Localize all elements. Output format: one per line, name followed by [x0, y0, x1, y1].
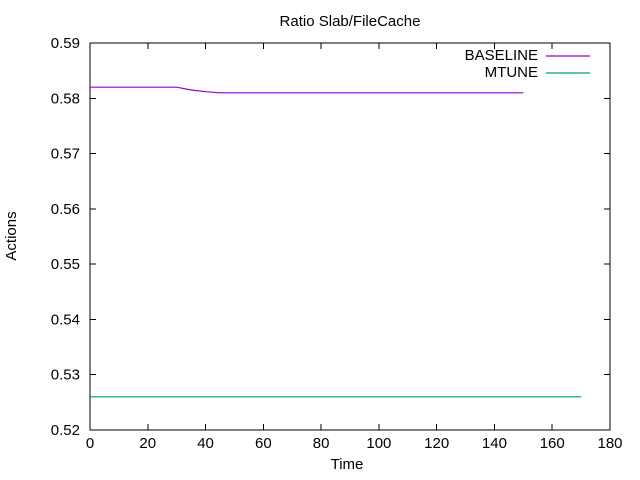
series-line-baseline: [90, 86, 524, 94]
x-tick-label: 140: [482, 435, 507, 452]
y-tick-label: 0.53: [51, 367, 80, 384]
x-tick-label: 0: [86, 435, 94, 452]
plot-area: 0 20 40 60 80 100 120 140 160 180 0.52 0.53 0.54 0.55…: [51, 35, 623, 452]
x-tick-label: 160: [540, 435, 565, 452]
x-tick-label: 40: [197, 435, 214, 452]
y-tick-label: 0.59: [51, 35, 80, 52]
x-tick-label: 80: [313, 435, 330, 452]
x-tick-label: 180: [597, 435, 622, 452]
x-axis-label: Time: [331, 456, 364, 473]
x-tick-label: 60: [255, 435, 272, 452]
y-tick-label: 0.54: [51, 311, 80, 328]
x-tick-label: 100: [366, 435, 391, 452]
x-tick-label: 120: [424, 435, 449, 452]
y-tick-label: 0.55: [51, 256, 80, 273]
legend-entry-baseline: BASELINE: [465, 47, 590, 64]
y-tick-label: 0.52: [51, 422, 80, 439]
chart-title: Ratio Slab/FileCache: [280, 13, 421, 30]
legend-label-baseline: BASELINE: [465, 47, 538, 64]
plot-border: [89, 42, 611, 431]
y-tick-label: 0.56: [51, 201, 80, 218]
y-tick-label: 0.57: [51, 146, 80, 163]
y-tick-label: 0.58: [51, 90, 80, 107]
x-tick-label: 20: [139, 435, 156, 452]
y-axis-label: Actions: [3, 211, 20, 260]
legend-label-mtune: MTUNE: [485, 64, 538, 81]
legend-entry-mtune: MTUNE: [485, 64, 590, 81]
